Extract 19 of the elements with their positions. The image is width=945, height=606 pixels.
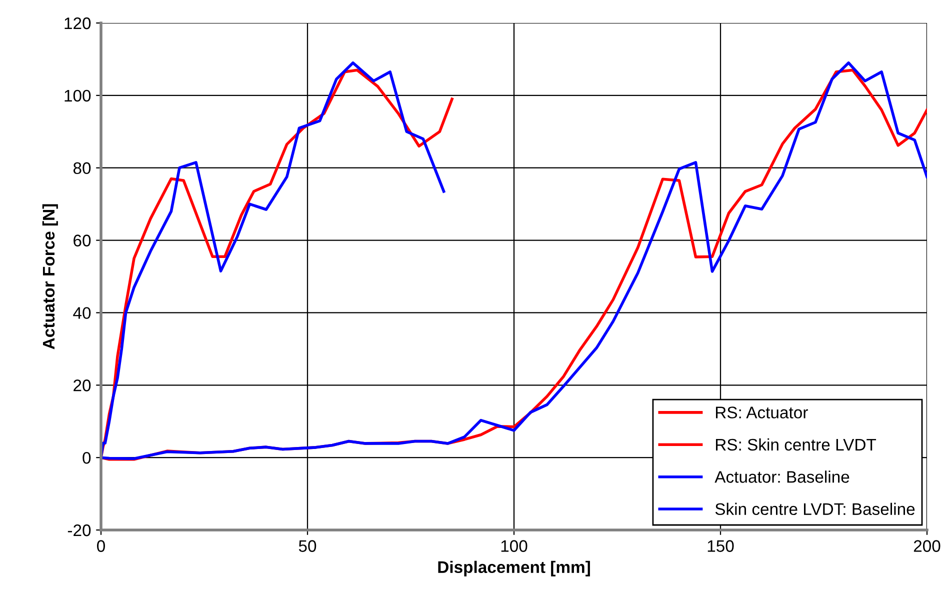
x-axis-title: Displacement [mm] <box>438 560 590 576</box>
x-tick-label: 50 <box>298 540 316 552</box>
y-tick-label: 120 <box>64 17 91 30</box>
x-tick-label: 0 <box>97 540 105 552</box>
y-tick-label: 100 <box>64 90 91 102</box>
x-tick-label: 100 <box>501 540 528 552</box>
y-tick-label: 0 <box>82 452 91 464</box>
x-tick-label: 200 <box>914 540 940 552</box>
legend-label: Skin centre LVDT: Baseline <box>715 502 915 516</box>
legend-label: Actuator: Baseline <box>714 470 850 483</box>
y-tick-label: 80 <box>73 162 91 174</box>
y-axis-title: Actuator Force [N] <box>42 204 58 350</box>
y-tick-label: -20 <box>68 524 91 536</box>
y-tick-label: 40 <box>73 307 91 319</box>
y-tick-label: 60 <box>74 234 91 246</box>
legend-label: RS: Actuator <box>716 406 808 418</box>
x-tick-label: 150 <box>708 540 734 552</box>
legend-label: RS: Skin centre LVDT <box>716 438 876 451</box>
y-tick-label: 20 <box>74 380 91 392</box>
